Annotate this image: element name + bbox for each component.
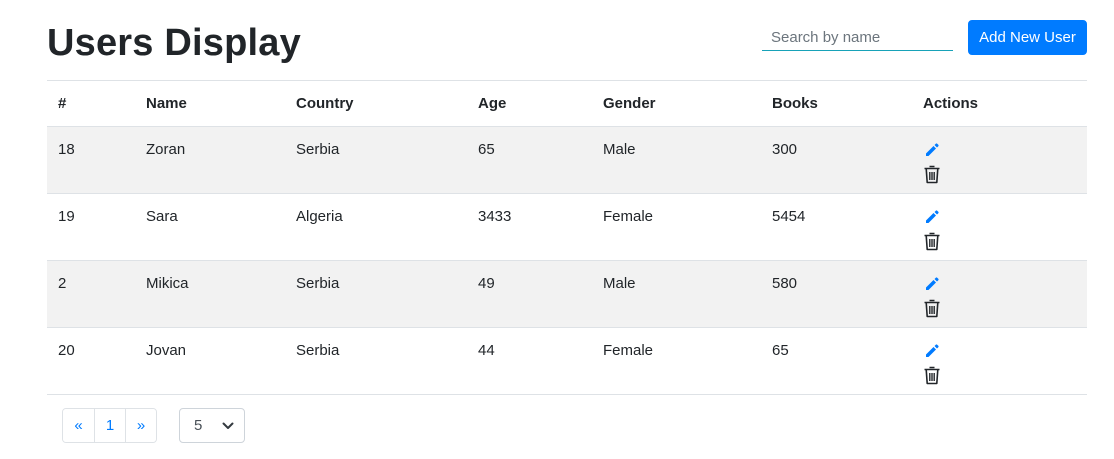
column-header-actions: Actions: [923, 80, 1087, 127]
page-size-select[interactable]: 5: [179, 408, 245, 443]
column-header-id: #: [47, 80, 146, 127]
cell-age: 3433: [478, 208, 512, 225]
table-row: 20 Jovan Serbia 44 Female 65: [47, 327, 1087, 395]
pencil-icon[interactable]: [923, 142, 943, 162]
cell-age: 49: [478, 275, 495, 292]
cell-name: Jovan: [146, 342, 187, 359]
cell-gender: Male: [603, 141, 636, 158]
cell-gender: Female: [603, 208, 654, 225]
cell-name: Zoran: [146, 141, 186, 158]
cell-books: 580: [772, 275, 798, 292]
cell-name: Sara: [146, 208, 178, 225]
table-row: 18 Zoran Serbia 65 Male 300: [47, 126, 1087, 194]
page-title: Users Display: [47, 22, 301, 64]
cell-country: Serbia: [296, 342, 340, 359]
trash-icon[interactable]: [923, 164, 943, 184]
trash-icon[interactable]: [923, 365, 943, 385]
cell-books: 5454: [772, 208, 806, 225]
column-header-country: Country: [296, 80, 478, 127]
users-table: # Name Country Age Gender Books Actions …: [47, 80, 1087, 395]
cell-age: 44: [478, 342, 495, 359]
cell-books: 65: [772, 342, 789, 359]
row-actions: [923, 127, 1087, 184]
add-new-user-button[interactable]: Add New User: [968, 20, 1087, 55]
cell-gender: Male: [603, 275, 636, 292]
column-header-name: Name: [146, 80, 296, 127]
search-input[interactable]: [762, 24, 953, 51]
column-header-books: Books: [772, 80, 923, 127]
cell-id: 20: [58, 342, 75, 359]
pagination-next-button[interactable]: »: [125, 409, 156, 442]
pagination: « 1 »: [62, 408, 157, 443]
cell-id: 2: [58, 275, 67, 292]
row-actions: [923, 328, 1087, 385]
cell-country: Algeria: [296, 208, 343, 225]
pencil-icon[interactable]: [923, 276, 943, 296]
cell-books: 300: [772, 141, 798, 158]
page-size-value: 5: [194, 417, 203, 434]
cell-country: Serbia: [296, 275, 340, 292]
pencil-icon[interactable]: [923, 343, 943, 363]
column-header-age: Age: [478, 80, 603, 127]
table-header-row: # Name Country Age Gender Books Actions: [47, 80, 1087, 127]
row-actions: [923, 194, 1087, 251]
trash-icon[interactable]: [923, 231, 943, 251]
pencil-icon[interactable]: [923, 209, 943, 229]
table-row: 2 Mikica Serbia 49 Male 580: [47, 260, 1087, 328]
cell-gender: Female: [603, 342, 654, 359]
chevron-down-icon: [222, 422, 234, 430]
cell-age: 65: [478, 141, 495, 158]
column-header-gender: Gender: [603, 80, 772, 127]
pagination-prev-button[interactable]: «: [63, 409, 94, 442]
cell-id: 19: [58, 208, 75, 225]
pagination-page-1[interactable]: 1: [94, 409, 125, 442]
cell-name: Mikica: [146, 275, 189, 292]
table-row: 19 Sara Algeria 3433 Female 5454: [47, 193, 1087, 261]
cell-country: Serbia: [296, 141, 340, 158]
trash-icon[interactable]: [923, 298, 943, 318]
cell-id: 18: [58, 141, 75, 158]
row-actions: [923, 261, 1087, 318]
